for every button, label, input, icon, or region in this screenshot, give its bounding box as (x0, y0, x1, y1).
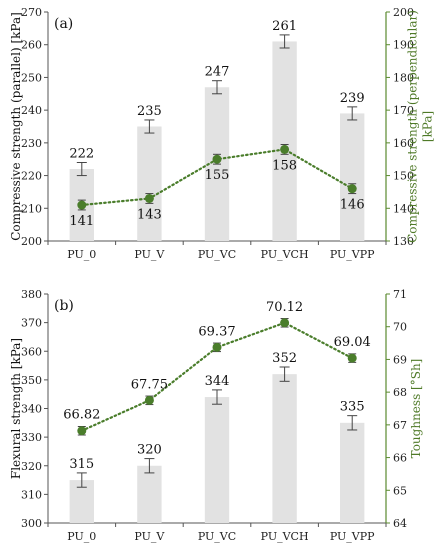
right-tick-label: 69 (393, 353, 407, 366)
left-tick-label: 360 (21, 345, 42, 358)
right-tick-label: 68 (393, 386, 407, 399)
bar (340, 422, 365, 523)
bar (137, 126, 162, 241)
left-tick-label: 220 (21, 170, 42, 183)
right-tick-label: 140 (393, 202, 414, 215)
chart-panel-b: 300 310 320 330 340 350 360 370 380 64 65 66 67 68 69 7… (9, 288, 423, 543)
data-point (280, 318, 290, 328)
right-tick-label: 180 (393, 71, 414, 84)
chart-panel-a: 200 210 220 230 240 250 260 270 130 140 150 160 170 1… (9, 6, 434, 261)
point-data-label: 143 (137, 207, 162, 222)
left-tick-label: 240 (21, 104, 42, 117)
left-tick-label: 250 (21, 71, 42, 84)
left-tick-label: 370 (21, 317, 42, 330)
right-tick-label: 67 (393, 419, 407, 432)
data-point (212, 154, 222, 164)
right-tick-label: 200 (393, 6, 414, 19)
bar-data-label: 235 (137, 104, 162, 119)
bar-data-label: 247 (205, 65, 230, 80)
bar-data-label: 315 (69, 457, 94, 472)
point-data-label: 66.82 (63, 408, 100, 423)
right-tick-label: 65 (393, 484, 407, 497)
point-data-label: 141 (69, 214, 94, 229)
left-tick-label: 210 (21, 202, 42, 215)
point-data-label: 69.04 (334, 335, 371, 350)
bar (137, 465, 162, 523)
data-point (77, 200, 87, 210)
data-point (212, 342, 222, 352)
bar-data-label: 222 (69, 146, 94, 161)
right-axis-title: Compressive strength (perpendicular)[kPa… (405, 10, 434, 243)
bar-data-label: 239 (340, 91, 365, 106)
data-point (77, 426, 87, 436)
category-label: PU_VCH (261, 530, 309, 543)
left-tick-label: 270 (21, 6, 42, 19)
bar (204, 397, 230, 523)
right-tick-label: 70 (393, 321, 407, 334)
left-tick-label: 310 (21, 488, 42, 501)
left-tick-label: 300 (21, 517, 42, 530)
left-tick-label: 340 (21, 403, 42, 416)
bar-data-label: 320 (137, 443, 162, 458)
panel-label: (b) (54, 298, 74, 314)
bar (272, 41, 297, 241)
category-label: PU_V (134, 248, 165, 261)
panel-label: (a) (54, 16, 73, 32)
category-label: PU_VCH (261, 248, 309, 261)
left-tick-label: 200 (21, 235, 42, 248)
point-data-label: 158 (272, 158, 297, 173)
bar-data-label: 352 (272, 351, 297, 366)
point-data-label: 146 (340, 198, 365, 213)
right-tick-label: 170 (393, 104, 414, 117)
right-tick-label: 71 (393, 288, 407, 301)
category-label: PU_VC (198, 530, 236, 543)
bar (340, 113, 365, 241)
left-tick-label: 350 (21, 374, 42, 387)
category-label: PU_VPP (330, 530, 375, 543)
category-label: PU_VPP (330, 248, 375, 261)
point-data-label: 69.37 (198, 324, 235, 339)
data-point (144, 395, 154, 405)
left-axis-title: Flexural strength [kPa] (9, 338, 23, 479)
left-tick-label: 230 (21, 137, 42, 150)
right-tick-label: 130 (393, 235, 414, 248)
left-tick-label: 330 (21, 431, 42, 444)
category-label: PU_0 (67, 248, 96, 261)
right-tick-label: 66 (393, 452, 407, 465)
data-point (347, 353, 357, 363)
right-tick-label: 190 (393, 39, 414, 52)
right-tick-label: 64 (393, 517, 407, 530)
data-point (347, 184, 357, 194)
right-axis-title-line: Compressive strength (perpendicular) (405, 10, 419, 243)
left-axis-title: Compressive strength (parallel) [kPa] (9, 12, 23, 241)
data-point (280, 144, 290, 154)
point-data-label: 155 (205, 168, 230, 183)
point-data-label: 67.75 (131, 377, 168, 392)
right-axis-title-line: [kPa] (420, 111, 434, 142)
bar-data-label: 344 (205, 374, 230, 389)
left-tick-label: 320 (21, 460, 42, 473)
category-label: PU_V (134, 530, 165, 543)
right-tick-label: 150 (393, 170, 414, 183)
bar-data-label: 261 (272, 19, 297, 34)
data-point (144, 193, 154, 203)
left-tick-label: 380 (21, 288, 42, 301)
left-tick-label: 260 (21, 39, 42, 52)
category-label: PU_0 (67, 530, 96, 543)
bar-data-label: 335 (340, 400, 365, 415)
point-data-label: 70.12 (266, 300, 303, 315)
category-label: PU_VC (198, 248, 236, 261)
bar (272, 374, 297, 523)
right-tick-label: 160 (393, 137, 414, 150)
right-axis-title: Toughness [°Sh] (409, 359, 423, 459)
